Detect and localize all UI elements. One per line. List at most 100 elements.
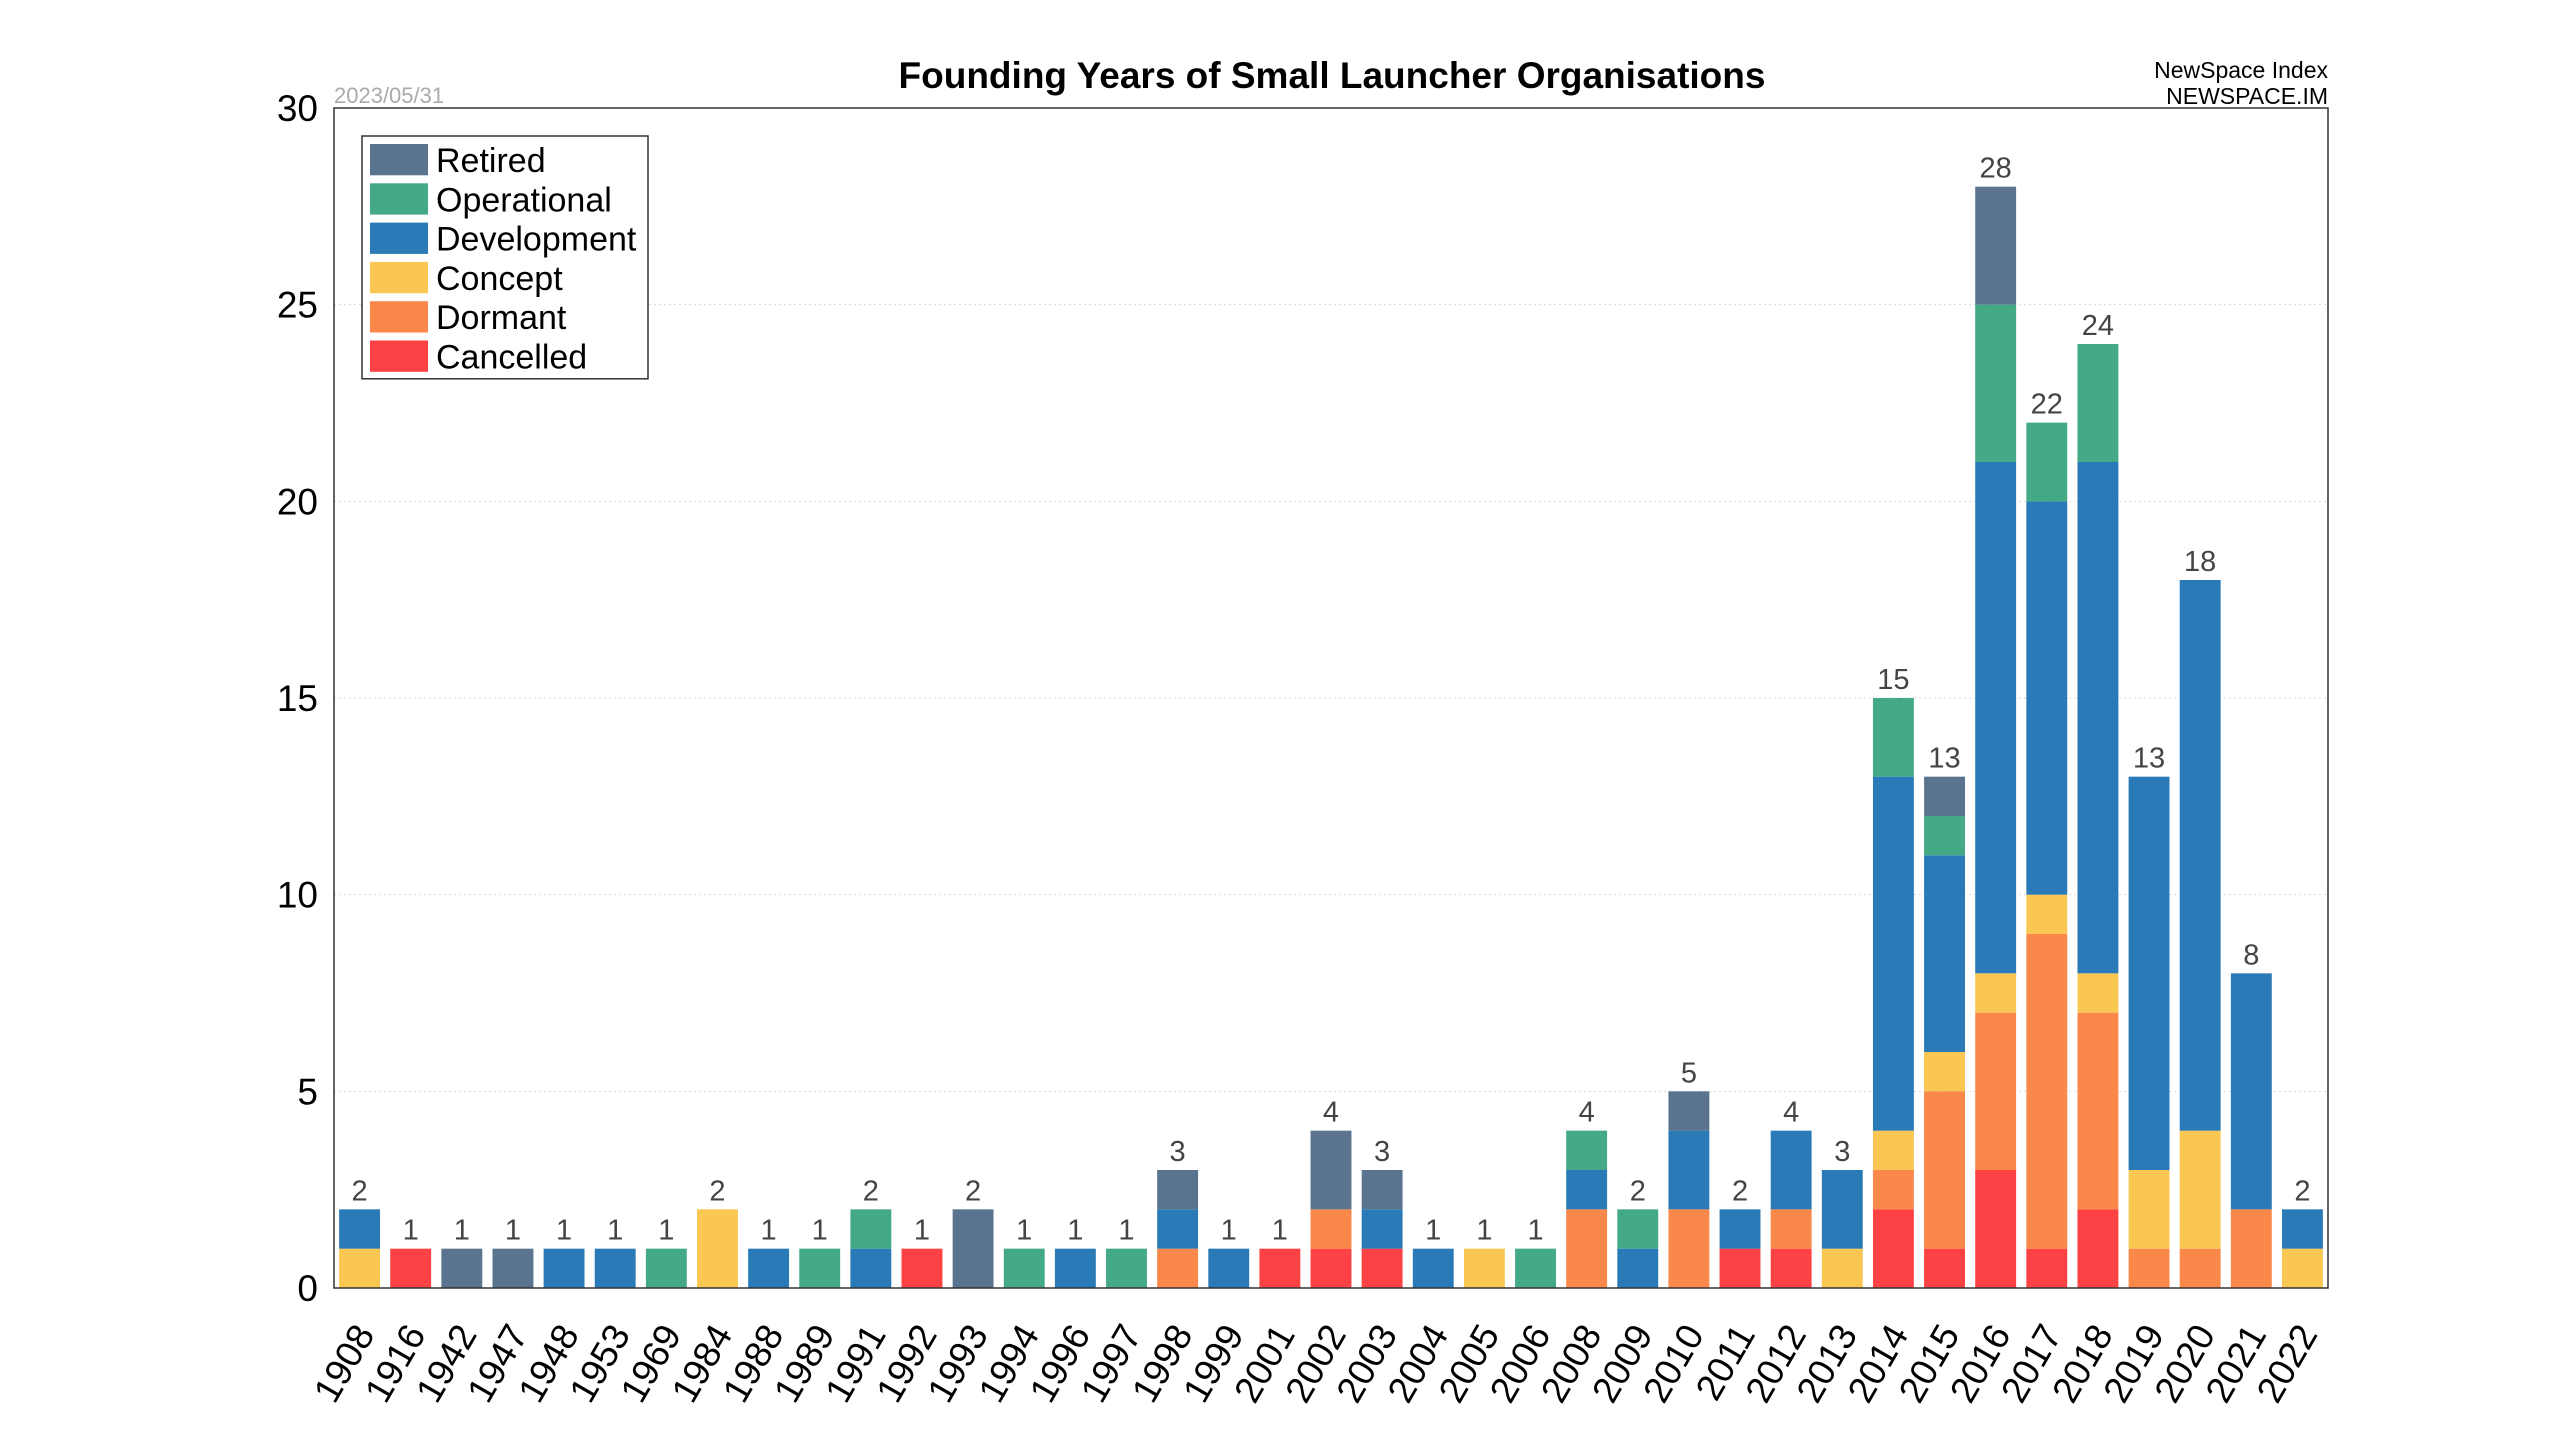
y-tick-label: 5 bbox=[297, 1071, 318, 1112]
y-tick-label: 25 bbox=[277, 285, 318, 326]
legend-label-operational: Operational bbox=[436, 181, 612, 219]
y-axis-ticks: 0 5 10 15 20 25 30 bbox=[277, 88, 318, 1309]
bar-2006-operational bbox=[1515, 1248, 1556, 1288]
bar-2003-retired bbox=[1361, 1170, 1403, 1210]
bar-1998-retired bbox=[1157, 1170, 1199, 1210]
bar-1953-development bbox=[594, 1248, 636, 1288]
bar-2014-cancelled bbox=[1872, 1209, 1914, 1288]
legend-swatch-cancelled bbox=[370, 340, 428, 372]
bar-2022-development bbox=[2281, 1209, 2323, 1249]
bar-2009-development bbox=[1617, 1248, 1659, 1288]
bar-2020-development bbox=[2179, 580, 2221, 1131]
bar-total-1988: 1 bbox=[761, 1215, 777, 1247]
bar-1997-operational bbox=[1106, 1248, 1147, 1288]
bar-2017-concept bbox=[2026, 894, 2068, 934]
bar-total-2008: 4 bbox=[1579, 1097, 1595, 1129]
bar-total-2005: 1 bbox=[1476, 1215, 1492, 1247]
bar-total-1994: 1 bbox=[1016, 1215, 1032, 1247]
bar-total-1947: 1 bbox=[505, 1215, 521, 1247]
bar-2019-concept bbox=[2128, 1170, 2170, 1249]
bar-total-2017: 22 bbox=[2031, 389, 2063, 421]
legend-swatch-retired bbox=[370, 144, 428, 176]
bar-1998-development bbox=[1157, 1209, 1199, 1249]
bar-2004-development bbox=[1412, 1248, 1454, 1288]
bar-2010-development bbox=[1668, 1130, 1710, 1210]
bar-total-2013: 3 bbox=[1834, 1136, 1850, 1168]
bar-total-1969: 1 bbox=[658, 1215, 674, 1247]
legend-box bbox=[361, 135, 649, 380]
bar-2001-cancelled bbox=[1259, 1248, 1301, 1288]
bar-total-1953: 1 bbox=[607, 1215, 623, 1247]
bar-2016-concept bbox=[1975, 973, 2017, 1013]
legend-label-development: Development bbox=[436, 221, 637, 259]
bar-2003-cancelled bbox=[1361, 1248, 1403, 1288]
bar-2015-dormant bbox=[1924, 1091, 1965, 1249]
bar-total-2009: 2 bbox=[1630, 1175, 1646, 1207]
bar-2019-dormant bbox=[2128, 1248, 2170, 1288]
bar-2002-retired bbox=[1310, 1130, 1352, 1210]
bar-1994-operational bbox=[1003, 1248, 1045, 1288]
bar-total-2003: 3 bbox=[1374, 1136, 1390, 1168]
bar-total-1984: 2 bbox=[709, 1175, 725, 1207]
bar-1969-operational bbox=[645, 1248, 687, 1288]
bar-2002-cancelled bbox=[1310, 1248, 1352, 1288]
bar-2009-operational bbox=[1617, 1209, 1659, 1249]
bar-1996-development bbox=[1054, 1248, 1096, 1288]
y-tick-label: 30 bbox=[277, 88, 318, 129]
bar-2012-cancelled bbox=[1770, 1248, 1812, 1288]
bar-2008-operational bbox=[1566, 1130, 1608, 1170]
bar-total-1993: 2 bbox=[965, 1175, 981, 1207]
y-tick-label: 0 bbox=[297, 1268, 318, 1309]
bar-1908-development bbox=[339, 1209, 381, 1249]
y-tick-label: 20 bbox=[277, 481, 318, 522]
bar-2019-development bbox=[2128, 776, 2170, 1170]
bar-1991-operational bbox=[850, 1209, 892, 1249]
bar-2016-development bbox=[1975, 462, 2017, 974]
bar-total-1998: 3 bbox=[1170, 1136, 1186, 1168]
bar-2014-dormant bbox=[1872, 1170, 1914, 1210]
bar-total-2020: 18 bbox=[2184, 546, 2216, 578]
bar-total-2022: 2 bbox=[2294, 1175, 2310, 1207]
bar-2012-development bbox=[1770, 1130, 1812, 1210]
bar-2020-concept bbox=[2179, 1130, 2221, 1249]
bar-total-2018: 24 bbox=[2082, 310, 2114, 342]
bar-1942-retired bbox=[441, 1248, 483, 1288]
bar-1999-development bbox=[1208, 1248, 1250, 1288]
legend-label-retired: Retired bbox=[436, 142, 546, 180]
bar-2011-development bbox=[1719, 1209, 1761, 1249]
plot-frame bbox=[333, 107, 2329, 1289]
bar-1991-development bbox=[850, 1248, 892, 1288]
bar-total-1942: 1 bbox=[454, 1215, 470, 1247]
bar-2015-retired bbox=[1924, 776, 1965, 816]
bar-1948-development bbox=[543, 1248, 585, 1288]
bar-2018-operational bbox=[2077, 344, 2119, 462]
bar-2020-dormant bbox=[2179, 1248, 2221, 1288]
x-axis-ticks: 1908191619421947194819531969198419881989… bbox=[306, 1317, 2326, 1409]
bar-1908-concept bbox=[339, 1248, 381, 1288]
bar-total-2015: 13 bbox=[1928, 743, 1960, 775]
bar-2018-cancelled bbox=[2077, 1209, 2119, 1288]
bar-2021-development bbox=[2230, 973, 2272, 1210]
bar-total-2006: 1 bbox=[1527, 1215, 1543, 1247]
bar-total-2011: 2 bbox=[1732, 1175, 1748, 1207]
bar-2010-retired bbox=[1668, 1091, 1710, 1131]
legend-swatch-dormant bbox=[370, 301, 428, 333]
y-tick-label: 10 bbox=[277, 875, 318, 916]
legend-swatch-development bbox=[370, 222, 428, 254]
bar-total-2012: 4 bbox=[1783, 1097, 1799, 1129]
source-name: NewSpace Index bbox=[2154, 57, 2328, 83]
legend-label-dormant: Dormant bbox=[436, 299, 567, 337]
bar-2015-development bbox=[1924, 855, 1965, 1052]
source-url: NEWSPACE.IM bbox=[2166, 83, 2328, 109]
bar-2011-cancelled bbox=[1719, 1248, 1761, 1288]
bar-total-2021: 8 bbox=[2243, 939, 2259, 971]
bar-total-1999: 1 bbox=[1221, 1215, 1237, 1247]
bar-2017-development bbox=[2026, 501, 2068, 895]
bar-total-2004: 1 bbox=[1425, 1215, 1441, 1247]
bar-total-2001: 1 bbox=[1272, 1215, 1288, 1247]
bar-1998-dormant bbox=[1157, 1248, 1199, 1288]
bar-total-2002: 4 bbox=[1323, 1097, 1339, 1129]
bar-total-1992: 1 bbox=[914, 1215, 930, 1247]
bar-1947-retired bbox=[492, 1248, 534, 1288]
